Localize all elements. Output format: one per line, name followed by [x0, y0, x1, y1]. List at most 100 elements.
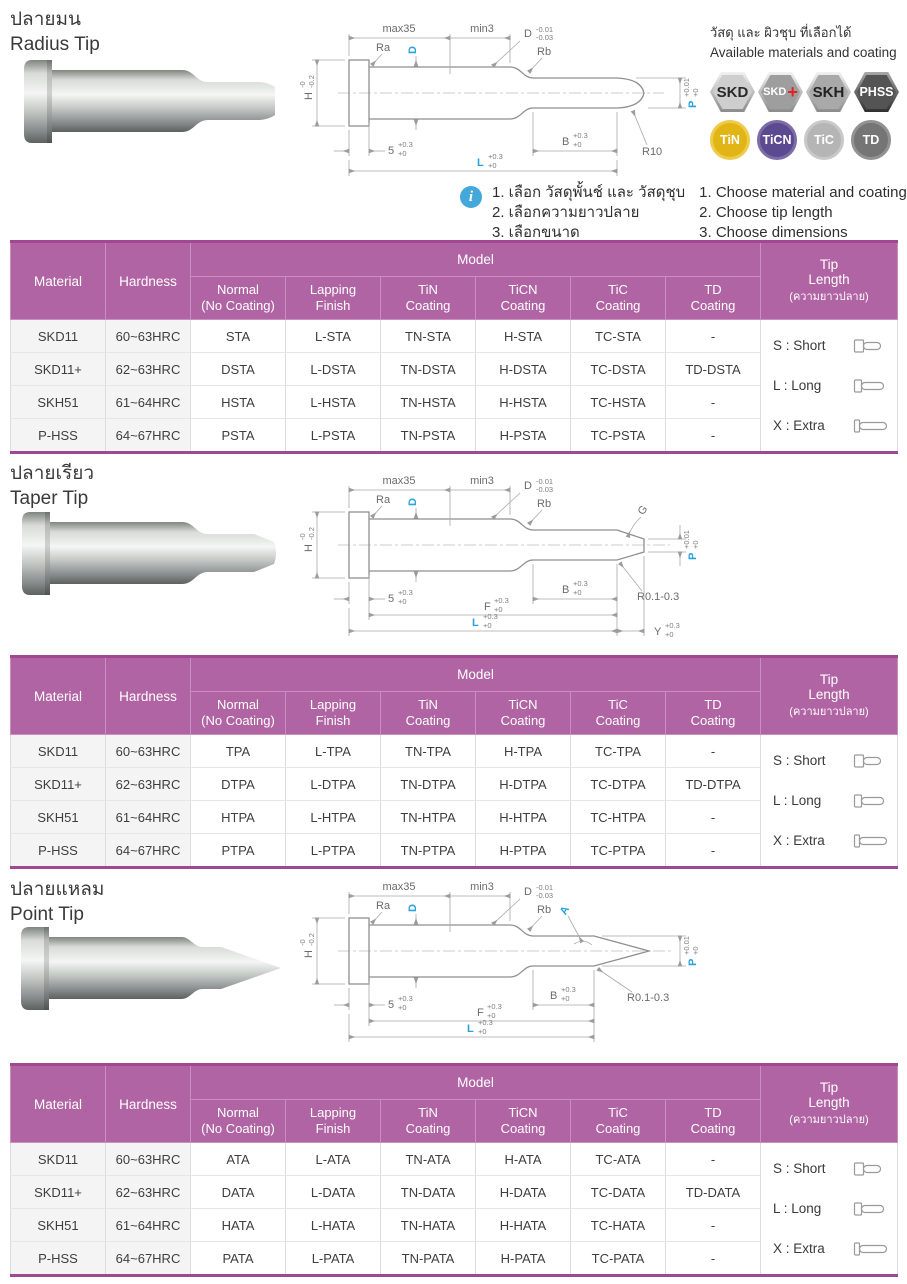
- point-tip-table: Material Hardness Model Tip Length (ความ…: [10, 1063, 898, 1277]
- radius-tip-photo: [24, 60, 275, 143]
- badge-skh: SKH: [806, 72, 851, 112]
- model-cell: H-HTPA: [475, 800, 571, 834]
- table-row: P-HSS 64~67HRC PSTA L-PSTA TN-PSTA H-PST…: [10, 418, 898, 453]
- taper-tip-photo: [22, 512, 276, 595]
- tip-length-extra: X : Extra: [773, 406, 889, 446]
- svg-text:-0.03: -0.03: [536, 891, 553, 900]
- section-title-en: Taper Tip: [10, 487, 89, 509]
- table-row: SKD11 60~63HRC TPA L-TPA TN-TPA H-TPA TC…: [10, 734, 898, 868]
- model-cell: L-DSTA: [285, 352, 381, 386]
- svg-text:min3: min3: [470, 23, 494, 35]
- material-cell: P-HSS: [10, 418, 106, 453]
- table-row: SKH51 61~64HRC HATA L-HATA TN-HATA H-HAT…: [10, 1208, 898, 1242]
- col-header-tip-length: Tip Length (ความยาวปลาย): [760, 656, 898, 735]
- hardness-cell: 60~63HRC: [105, 1142, 191, 1176]
- badge-td: TD: [851, 120, 891, 160]
- svg-text:+0: +0: [691, 946, 700, 955]
- col-header-ticn: TiCN Coating: [475, 276, 571, 320]
- tip-length-legend: S : Short L : Long X : Extra: [760, 319, 898, 453]
- col-header-normal: Normal (No Coating): [190, 276, 286, 320]
- svg-text:H: H: [303, 950, 315, 958]
- table-row: P-HSS 64~67HRC PTPA L-PTPA TN-PTPA H-PTP…: [10, 833, 898, 868]
- info-step: 1. เลือก วัสดุพั้นช์ และ วัสดุชุบ: [492, 184, 686, 201]
- badge-skd-plus-label: SKD: [763, 86, 787, 98]
- svg-text:L: L: [472, 617, 479, 629]
- badge-skd-label: SKD: [716, 83, 749, 101]
- table-row: SKD11 60~63HRC ATA L-ATA TN-ATA H-ATA TC…: [10, 1142, 898, 1276]
- model-cell: TC-PSTA: [570, 418, 666, 453]
- model-cell: TC-PATA: [570, 1241, 666, 1276]
- svg-text:+0.3: +0.3: [488, 152, 503, 161]
- svg-text:B: B: [562, 136, 569, 148]
- model-cell: ATA: [190, 1142, 286, 1176]
- tip-header-line3: (ความยาวปลาย): [789, 291, 869, 303]
- materials-title-en: Available materials and coating: [710, 45, 897, 60]
- svg-text:5: 5: [388, 145, 394, 157]
- model-cell: DATA: [190, 1175, 286, 1209]
- svg-text:G: G: [636, 503, 651, 517]
- model-cell: STA: [190, 319, 286, 353]
- svg-text:+0.3: +0.3: [398, 588, 413, 597]
- material-cell: SKD11+: [10, 767, 106, 801]
- model-cell: TD-DTPA: [665, 767, 761, 801]
- svg-text:+0.3: +0.3: [398, 994, 413, 1003]
- extra-tip-icon: [853, 1241, 888, 1256]
- model-cell: -: [665, 734, 761, 768]
- svg-text:Ra: Ra: [376, 42, 391, 54]
- col-header-normal: Normal (No Coating): [190, 1099, 286, 1143]
- svg-text:-0: -0: [298, 939, 307, 946]
- svg-text:R0.1-0.3: R0.1-0.3: [627, 992, 669, 1004]
- svg-text:+0.3: +0.3: [478, 1018, 493, 1027]
- col-header-lapping: Lapping Finish: [285, 691, 381, 735]
- svg-text:+0: +0: [691, 540, 700, 549]
- col-header-material: Material: [10, 656, 106, 735]
- svg-text:A: A: [558, 904, 572, 917]
- hardness-cell: 62~63HRC: [105, 1175, 191, 1209]
- col-header-tic: TiC Coating: [570, 691, 666, 735]
- svg-text:-0.2: -0.2: [307, 527, 316, 540]
- svg-text:min3: min3: [470, 881, 494, 893]
- col-header-normal: Normal (No Coating): [190, 691, 286, 735]
- svg-text:-0.01: -0.01: [536, 477, 553, 486]
- model-cell: TN-HATA: [380, 1208, 476, 1242]
- model-cell: TN-STA: [380, 319, 476, 353]
- material-cell: SKD11: [10, 734, 106, 768]
- svg-text:-0.01: -0.01: [536, 25, 553, 34]
- model-cell: TN-HTPA: [380, 800, 476, 834]
- svg-text:Y: Y: [654, 626, 662, 638]
- svg-text:D: D: [407, 904, 419, 912]
- section-title-radius: ปลายมน Radius Tip: [10, 8, 100, 57]
- table-row: SKD11+ 62~63HRC DTPA L-DTPA TN-DTPA H-DT…: [10, 767, 898, 801]
- tip-length-extra: X : Extra: [773, 821, 889, 861]
- info-step: 2. Choose tip length: [699, 204, 833, 221]
- svg-text:Ra: Ra: [376, 900, 391, 912]
- tip-header-line2: Length: [808, 1095, 850, 1110]
- svg-text:+0: +0: [398, 1003, 407, 1012]
- badge-skd-plus: SKD +: [758, 72, 803, 112]
- material-cell: SKD11+: [10, 1175, 106, 1209]
- radius-tip-drawing: max35 min3 D -0.01 -0.03 Ra D Rb H -0 -0…: [298, 23, 700, 176]
- model-cell: L-TPA: [285, 734, 381, 768]
- hardness-cell: 61~64HRC: [105, 800, 191, 834]
- table-row: SKD11+ 62~63HRC DSTA L-DSTA TN-DSTA H-DS…: [10, 352, 898, 386]
- svg-text:+0.3: +0.3: [398, 140, 413, 149]
- svg-text:-0.01: -0.01: [536, 883, 553, 892]
- svg-text:+0.3: +0.3: [487, 1002, 502, 1011]
- material-cell: SKD11: [10, 319, 106, 353]
- info-steps-english: 1. Choose material and coating 2. Choose…: [699, 183, 907, 243]
- col-header-tic: TiC Coating: [570, 1099, 666, 1143]
- model-cell: -: [665, 800, 761, 834]
- long-tip-icon: [853, 378, 885, 393]
- svg-text:+0: +0: [494, 605, 503, 614]
- svg-text:+0.01: +0.01: [682, 78, 691, 97]
- info-step: 1. Choose material and coating: [699, 184, 907, 201]
- taper-tip-table: Material Hardness Model Tip Length (ความ…: [10, 655, 898, 869]
- model-cell: -: [665, 319, 761, 353]
- long-tip-icon: [853, 793, 885, 808]
- svg-text:+0.01: +0.01: [682, 936, 691, 955]
- model-cell: -: [665, 1241, 761, 1276]
- model-cell: TC-DTPA: [570, 767, 666, 801]
- model-cell: TN-DSTA: [380, 352, 476, 386]
- svg-text:Rb: Rb: [537, 904, 551, 916]
- model-cell: -: [665, 1142, 761, 1176]
